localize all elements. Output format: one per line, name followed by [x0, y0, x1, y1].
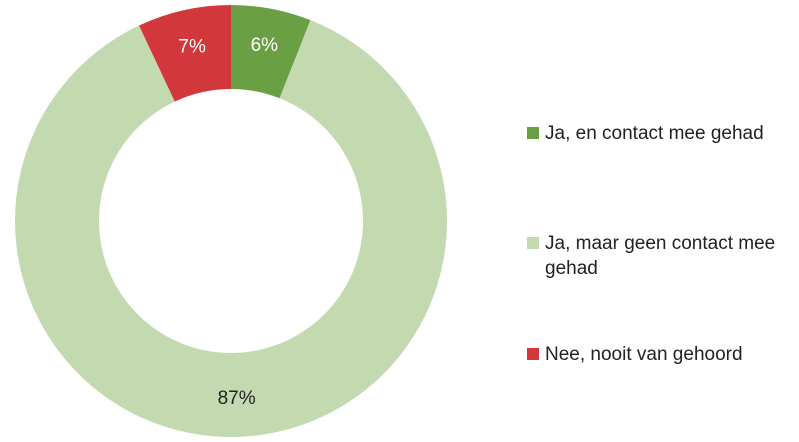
- legend-swatch: [527, 348, 539, 360]
- legend-swatch: [527, 127, 539, 139]
- slice: [14, 20, 448, 437]
- legend-label: Nee, nooit van gehoord: [545, 344, 743, 365]
- slice: [231, 5, 311, 99]
- data-label: 6%: [251, 35, 279, 56]
- legend-item: Ja, maar geen contact mee gehad: [527, 231, 792, 281]
- legend-label: Ja, en contact mee gehad: [545, 123, 764, 144]
- data-label: 7%: [178, 36, 206, 57]
- slice: [139, 4, 231, 102]
- legend-label: Ja, maar geen contact mee gehad: [545, 233, 776, 279]
- legend-swatch: [527, 237, 539, 249]
- data-label: 87%: [218, 388, 256, 409]
- legend-item: Ja, en contact mee gehad: [527, 121, 792, 146]
- legend-item: Nee, nooit van gehoord: [527, 342, 792, 367]
